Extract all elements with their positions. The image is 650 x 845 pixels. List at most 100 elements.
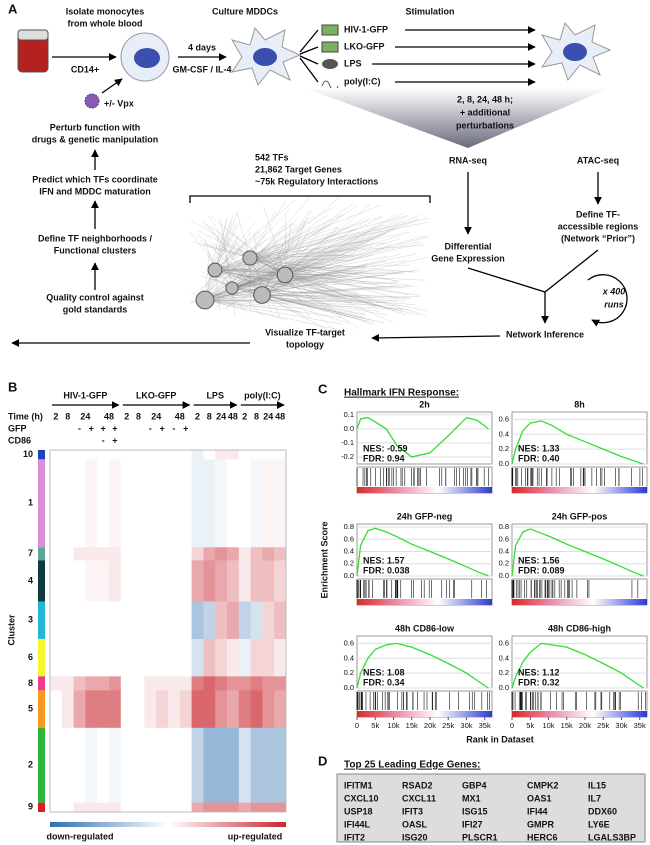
x-tick-label: 5k — [371, 721, 379, 730]
time-label: 8 — [65, 411, 70, 421]
label: 21,862 Target Genes — [255, 164, 342, 174]
network-edge — [204, 299, 343, 325]
heatmap-cell — [73, 459, 86, 548]
network-edge — [214, 224, 237, 271]
heatmap-cell — [168, 560, 181, 602]
heatmap-cell — [144, 601, 157, 640]
heatmap-cell — [73, 676, 86, 691]
heatmap-cell — [179, 459, 192, 548]
time-label: 2 — [124, 411, 129, 421]
gfp-sign: - — [172, 423, 175, 433]
gfp-sign: + — [159, 423, 164, 433]
network-edge — [261, 266, 325, 296]
nes-label: NES: 1.12 — [518, 667, 560, 677]
label: ATAC-seq — [577, 155, 619, 165]
network-edge — [249, 225, 306, 259]
heatmap-cell — [85, 690, 98, 729]
heatmap-cell — [262, 727, 275, 803]
label: perturbations — [456, 120, 514, 130]
heatmap-cell — [215, 638, 228, 677]
heatmap-cell — [144, 560, 157, 602]
network-hub — [242, 250, 258, 266]
heatmap-cell — [262, 690, 275, 729]
gfp-sign: - — [78, 423, 81, 433]
heatmap-cell — [144, 690, 157, 729]
network-edge — [231, 210, 277, 289]
gene-name: IFI44L — [344, 819, 371, 829]
heatmap-cell — [144, 450, 157, 460]
cluster-bar — [38, 727, 45, 803]
y-tick-label: 0.8 — [344, 522, 354, 531]
heatmap-cell — [120, 727, 133, 803]
network-edge — [190, 220, 286, 276]
heatmap-cell — [144, 727, 157, 803]
cluster-bar — [38, 638, 45, 677]
es-curve — [511, 528, 644, 577]
heatmap-cell — [191, 601, 204, 640]
heatmap-cell — [215, 459, 228, 548]
network-edge — [214, 214, 234, 271]
heatmap-cell — [85, 459, 98, 548]
network-edge — [204, 271, 403, 301]
plot-title: 48h CD86-high — [548, 623, 611, 633]
heatmap-cell — [85, 676, 98, 691]
heatmap-cell — [215, 560, 228, 602]
y-tick-label: 0.0 — [499, 459, 509, 468]
y-tick-label: 0.0 — [499, 683, 509, 692]
network-edge — [284, 274, 393, 323]
network-edge — [207, 257, 251, 292]
heatmap-cell — [250, 560, 263, 602]
plot-title: 24h GFP-neg — [397, 511, 453, 521]
gene-name: GMPR — [527, 819, 555, 829]
network-edge — [214, 269, 280, 293]
heatmap-cell — [109, 802, 122, 813]
network-edge — [204, 299, 302, 312]
network-edge — [212, 274, 286, 279]
network-edge — [210, 245, 263, 296]
label: IFN and MDDC maturation — [39, 186, 151, 196]
network-edge — [214, 269, 415, 272]
network-edge — [204, 236, 293, 301]
network-edge — [204, 269, 420, 301]
label: Differential — [444, 241, 491, 251]
heatmap-cell — [274, 802, 287, 813]
axis-title: Enrichment Score — [319, 521, 329, 598]
gene-name: IFIT3 — [402, 806, 423, 816]
network-edge — [249, 257, 273, 314]
network-edge — [249, 221, 429, 259]
heatmap-cell — [191, 547, 204, 561]
network-edge — [231, 283, 294, 289]
gene-name: LY6E — [588, 819, 610, 829]
nes-label: NES: 1.33 — [518, 443, 560, 453]
heatmap-cell — [132, 560, 145, 602]
panel-label: C — [318, 381, 328, 396]
label: 542 TFs — [255, 152, 289, 162]
network-edge — [205, 224, 286, 276]
heatmap-cell — [97, 802, 110, 813]
heatmap-cell — [85, 802, 98, 813]
heatmap-cell — [227, 560, 240, 602]
heatmap-cell — [85, 450, 98, 460]
gene-name: LGALS3BP — [588, 832, 636, 842]
nucleus — [134, 48, 160, 68]
network-edge — [214, 269, 264, 318]
network-edge — [204, 299, 359, 302]
heatmap-cell — [132, 727, 145, 803]
heatmap-cell — [250, 727, 263, 803]
heatmap-cell — [132, 547, 145, 561]
heatmap-cell — [179, 690, 192, 729]
network-edge — [231, 235, 356, 289]
network-edge — [284, 274, 393, 284]
label: 4 days — [188, 42, 216, 52]
heatmap-cell — [168, 690, 181, 729]
nes-label: NES: 1.56 — [518, 555, 560, 565]
heatmap-cell — [238, 601, 251, 640]
label: poly(I:C) — [344, 76, 381, 86]
network-edge — [284, 253, 338, 276]
heatmap-cell — [156, 638, 169, 677]
rank-gradient — [512, 599, 647, 605]
network-edge — [231, 240, 373, 289]
cd86-sign: - — [102, 435, 105, 445]
heatmap-cell — [179, 450, 192, 460]
network-edge — [249, 257, 340, 302]
